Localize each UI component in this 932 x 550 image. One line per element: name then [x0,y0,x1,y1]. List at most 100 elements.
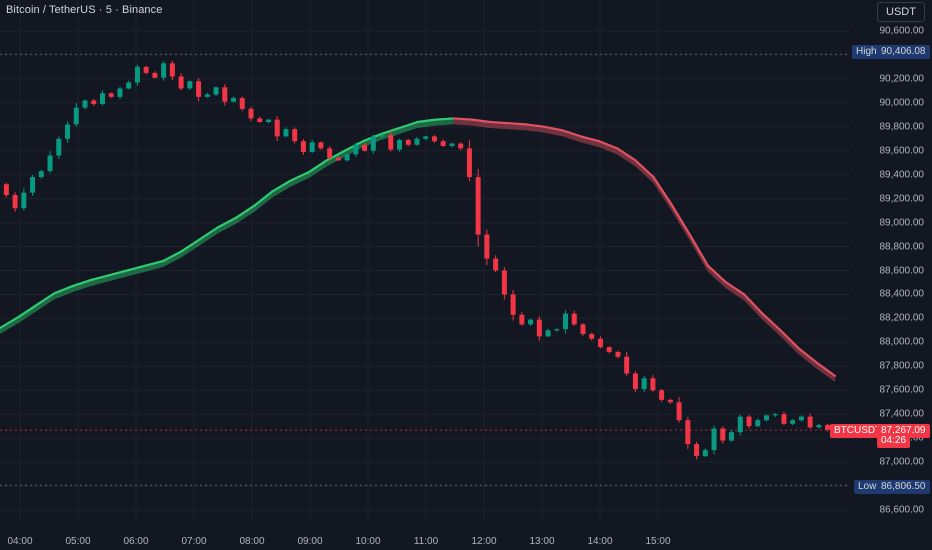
price-tick-label: 88,600.00 [879,265,925,276]
price-tick-label: 88,400.00 [879,288,925,300]
candle-body [178,76,184,89]
candle-body [694,444,700,457]
time-tick-label: 05:00 [65,536,91,547]
ma-band-segment [272,180,291,198]
ma-line-segment [507,122,528,126]
ma-line-segment [779,329,800,350]
candle-body [825,424,831,430]
time-tick-label: 08:00 [239,536,265,547]
ma-line-segment [434,117,455,121]
candle-body [790,420,796,424]
candle-body [763,415,769,421]
candle-body [222,87,228,102]
candle [729,429,735,442]
candle-body [353,144,359,155]
candle [571,310,577,326]
candle [676,397,682,423]
candle-body [545,330,551,337]
candle-body [536,319,542,337]
time-tick-label: 14:00 [587,536,613,547]
candle [606,346,612,354]
candle-body [65,124,71,139]
candle [659,388,665,402]
ma-line-segment [271,179,292,193]
candle-body [510,294,516,315]
candle [501,267,507,300]
candle [274,116,280,142]
candle-body [397,139,403,150]
ma-line-segment [706,264,728,284]
ma-line-segment [398,120,419,130]
candle [327,146,333,161]
currency-unit-button[interactable]: USDT [877,2,925,22]
candle-body [187,81,193,89]
time-tick-label: 15:00 [645,536,671,547]
candle-body [720,428,726,441]
price-tick-label: 87,800.00 [879,360,925,372]
ma-line-segment [543,125,564,132]
candle-body [152,72,158,78]
candle-body [781,414,787,424]
candle-body [606,347,612,352]
candle [379,133,385,139]
candle-body [729,432,735,441]
ma-line-segment [761,312,782,332]
candle [737,414,743,436]
ma-line-segment [234,204,256,219]
candle [56,136,62,160]
ma-line-segment [561,129,582,138]
price-tick-label: 88,800.00 [879,241,925,253]
candle [169,60,175,81]
candle-body [335,157,341,161]
candle-body [563,313,569,330]
candle-body [91,100,97,105]
price-tick-label: 87,000.00 [879,456,925,468]
candle [178,73,184,91]
candle [702,448,708,457]
candle-body [685,420,691,445]
symbol-price-tag: BTCUSDT [830,424,886,438]
ma-band-segment [217,217,236,234]
candle-body [466,148,472,178]
high-marker-label: High [852,45,881,59]
candle [161,61,167,81]
candle [414,137,420,146]
candle [720,426,726,444]
candle [563,310,569,334]
candle [466,140,472,182]
candle [265,118,271,124]
price-tick-label: 87,600.00 [879,384,925,396]
ma-line-segment [452,117,474,121]
ma-line-segment [35,292,56,307]
ma-band-segment [707,265,727,289]
ma-line-segment [162,250,183,263]
time-tick-label: 13:00 [529,536,555,547]
low-marker-value: 86,806.50 [877,480,930,494]
candle-body [370,136,376,151]
time-tick-label: 10:00 [355,536,381,547]
candle-body [327,148,333,158]
ma-line-segment [253,190,274,207]
candle [790,419,796,426]
candle [108,92,114,99]
candle [685,416,691,450]
candle [65,121,71,143]
candle-body [528,319,534,325]
symbol-title[interactable]: Bitcoin / TetherUS · 5 · Binance [6,4,163,16]
price-tick-label: 90,000.00 [879,97,925,109]
ma-band-segment [599,141,618,155]
candle [292,127,298,144]
candle [300,138,306,155]
candle [493,255,499,273]
ma-band-segment [798,348,817,369]
candle [204,92,210,98]
candle-body [484,234,490,259]
candle-body [414,138,420,145]
candle-body [292,129,298,142]
candle-body [676,402,682,421]
candle-body [283,129,289,137]
candle [624,352,630,376]
ma-line-segment [489,120,510,125]
candle-body [571,313,577,325]
